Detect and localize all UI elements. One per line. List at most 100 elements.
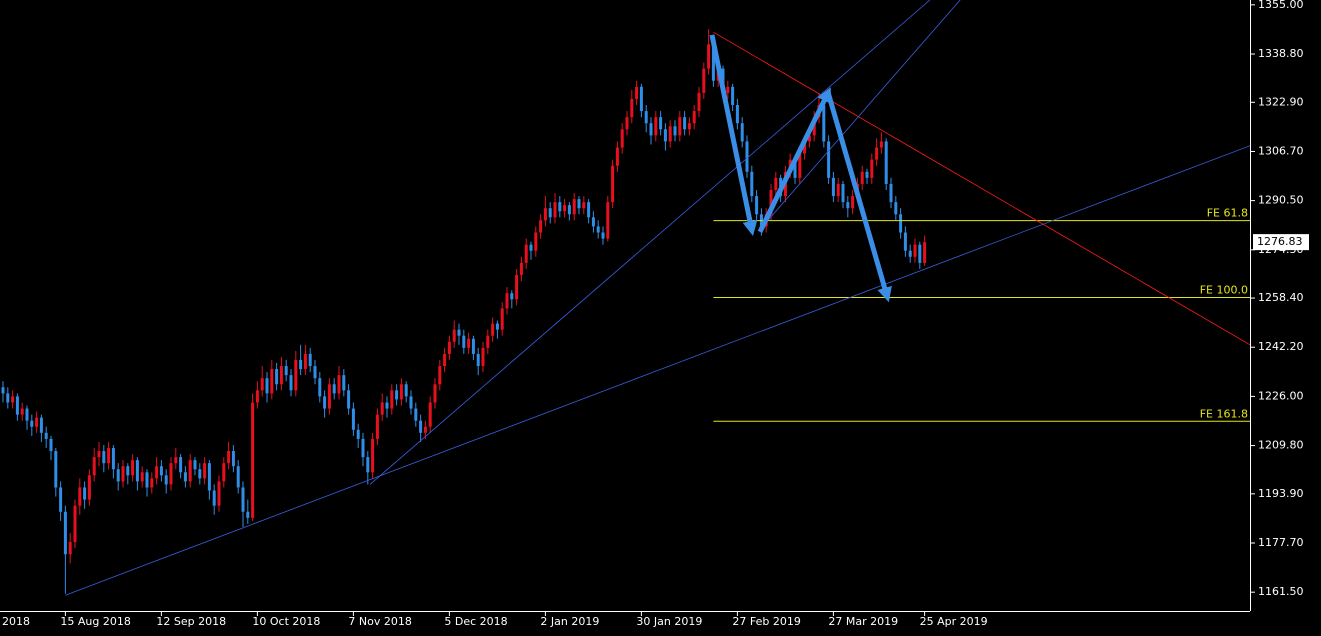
y-tick-label: 1338.80 (1258, 47, 1304, 60)
candle-body (606, 202, 610, 239)
candle-body (745, 141, 749, 172)
candle-body (347, 390, 351, 409)
arrow (709, 34, 758, 236)
candle-body (663, 129, 667, 142)
candle-body (15, 396, 19, 415)
x-tick-label-partial: 2018 (2, 615, 30, 628)
candle-body (11, 396, 15, 403)
candle-body (371, 438, 375, 473)
candle-body (452, 329, 456, 342)
candle-body (203, 463, 207, 479)
candle-body (126, 466, 130, 476)
candle-body (534, 232, 538, 251)
candle-body (524, 244, 528, 263)
candle-body (107, 448, 111, 464)
candle-body (20, 408, 24, 415)
candle-body (438, 366, 442, 385)
candle-body (683, 117, 687, 130)
candle-body (707, 44, 711, 69)
trendline (65, 145, 1250, 596)
candle-body (884, 141, 888, 184)
x-tick-label: 12 Sep 2018 (156, 615, 226, 628)
candle-body (231, 451, 235, 467)
candle-body (414, 408, 418, 421)
candle-body (423, 426, 427, 433)
candle-body (44, 432, 48, 439)
candle-body (899, 214, 903, 233)
candle-body (135, 460, 139, 482)
candle-body (543, 208, 547, 221)
candle-body (131, 460, 135, 476)
candle-body (174, 457, 178, 464)
candle-body (179, 457, 183, 473)
y-tick-label: 1177.70 (1258, 536, 1304, 549)
candle-body (6, 393, 10, 403)
candle-body (241, 487, 245, 512)
y-tick-label: 1161.50 (1258, 585, 1304, 598)
candle-body (596, 226, 600, 233)
candle-body (159, 466, 163, 476)
candle-body (529, 244, 533, 251)
candle-body (375, 414, 379, 439)
candle-body (404, 384, 408, 397)
candle-body (399, 384, 403, 400)
arrow (757, 87, 831, 233)
candle-body (918, 244, 922, 263)
candle-body (188, 460, 192, 482)
candle-body (923, 242, 927, 263)
candle-body (572, 199, 576, 215)
candle-body (260, 378, 264, 391)
candle-body (630, 98, 634, 118)
candle-body (145, 472, 149, 488)
candle-body (236, 466, 240, 488)
candle-body (735, 105, 739, 124)
candle-body (639, 86, 643, 112)
x-tick-label: 30 Jan 2019 (636, 615, 702, 628)
candle-body (78, 487, 82, 506)
candle-body (116, 469, 120, 482)
candle-body (366, 457, 370, 473)
candle-body (913, 244, 917, 257)
candle-body (323, 396, 327, 409)
candle-body (769, 190, 773, 215)
candle-body (193, 460, 197, 470)
candle-body (164, 475, 168, 485)
candle-body (692, 111, 696, 124)
candle-body (635, 86, 639, 99)
candle-body (395, 390, 399, 400)
candle-body (654, 117, 658, 136)
candle-body (327, 384, 331, 409)
candle-body (846, 202, 850, 209)
candle-body (563, 205, 567, 212)
candle-body (831, 177, 835, 197)
x-tick-label: 5 Dec 2018 (444, 615, 507, 628)
candle-body (39, 417, 43, 433)
candle-body (361, 438, 365, 458)
candle-body (102, 451, 106, 464)
trendline (713, 31, 1250, 346)
candle-body (793, 159, 797, 178)
candle-body (140, 472, 144, 482)
candle-body (798, 153, 802, 178)
x-tick-label: 25 Apr 2019 (920, 615, 988, 628)
candle-body (279, 366, 283, 385)
candle-body (620, 129, 624, 148)
y-tick-label: 1258.40 (1258, 291, 1304, 304)
candle-body (548, 208, 552, 218)
candle-body (1, 387, 5, 394)
candle-body (577, 199, 581, 209)
candle-body (169, 463, 173, 485)
candle-body (289, 375, 293, 391)
candle-body (894, 202, 898, 215)
candle-body (879, 141, 883, 148)
candle-body (678, 117, 682, 136)
candle-body (275, 369, 279, 385)
candle-body (63, 511, 67, 555)
candle-body (505, 293, 509, 309)
fibo-label: FE 100.0 (1200, 283, 1248, 296)
candle-body (87, 475, 91, 500)
candle-body (558, 202, 562, 212)
candle-body (409, 396, 413, 409)
